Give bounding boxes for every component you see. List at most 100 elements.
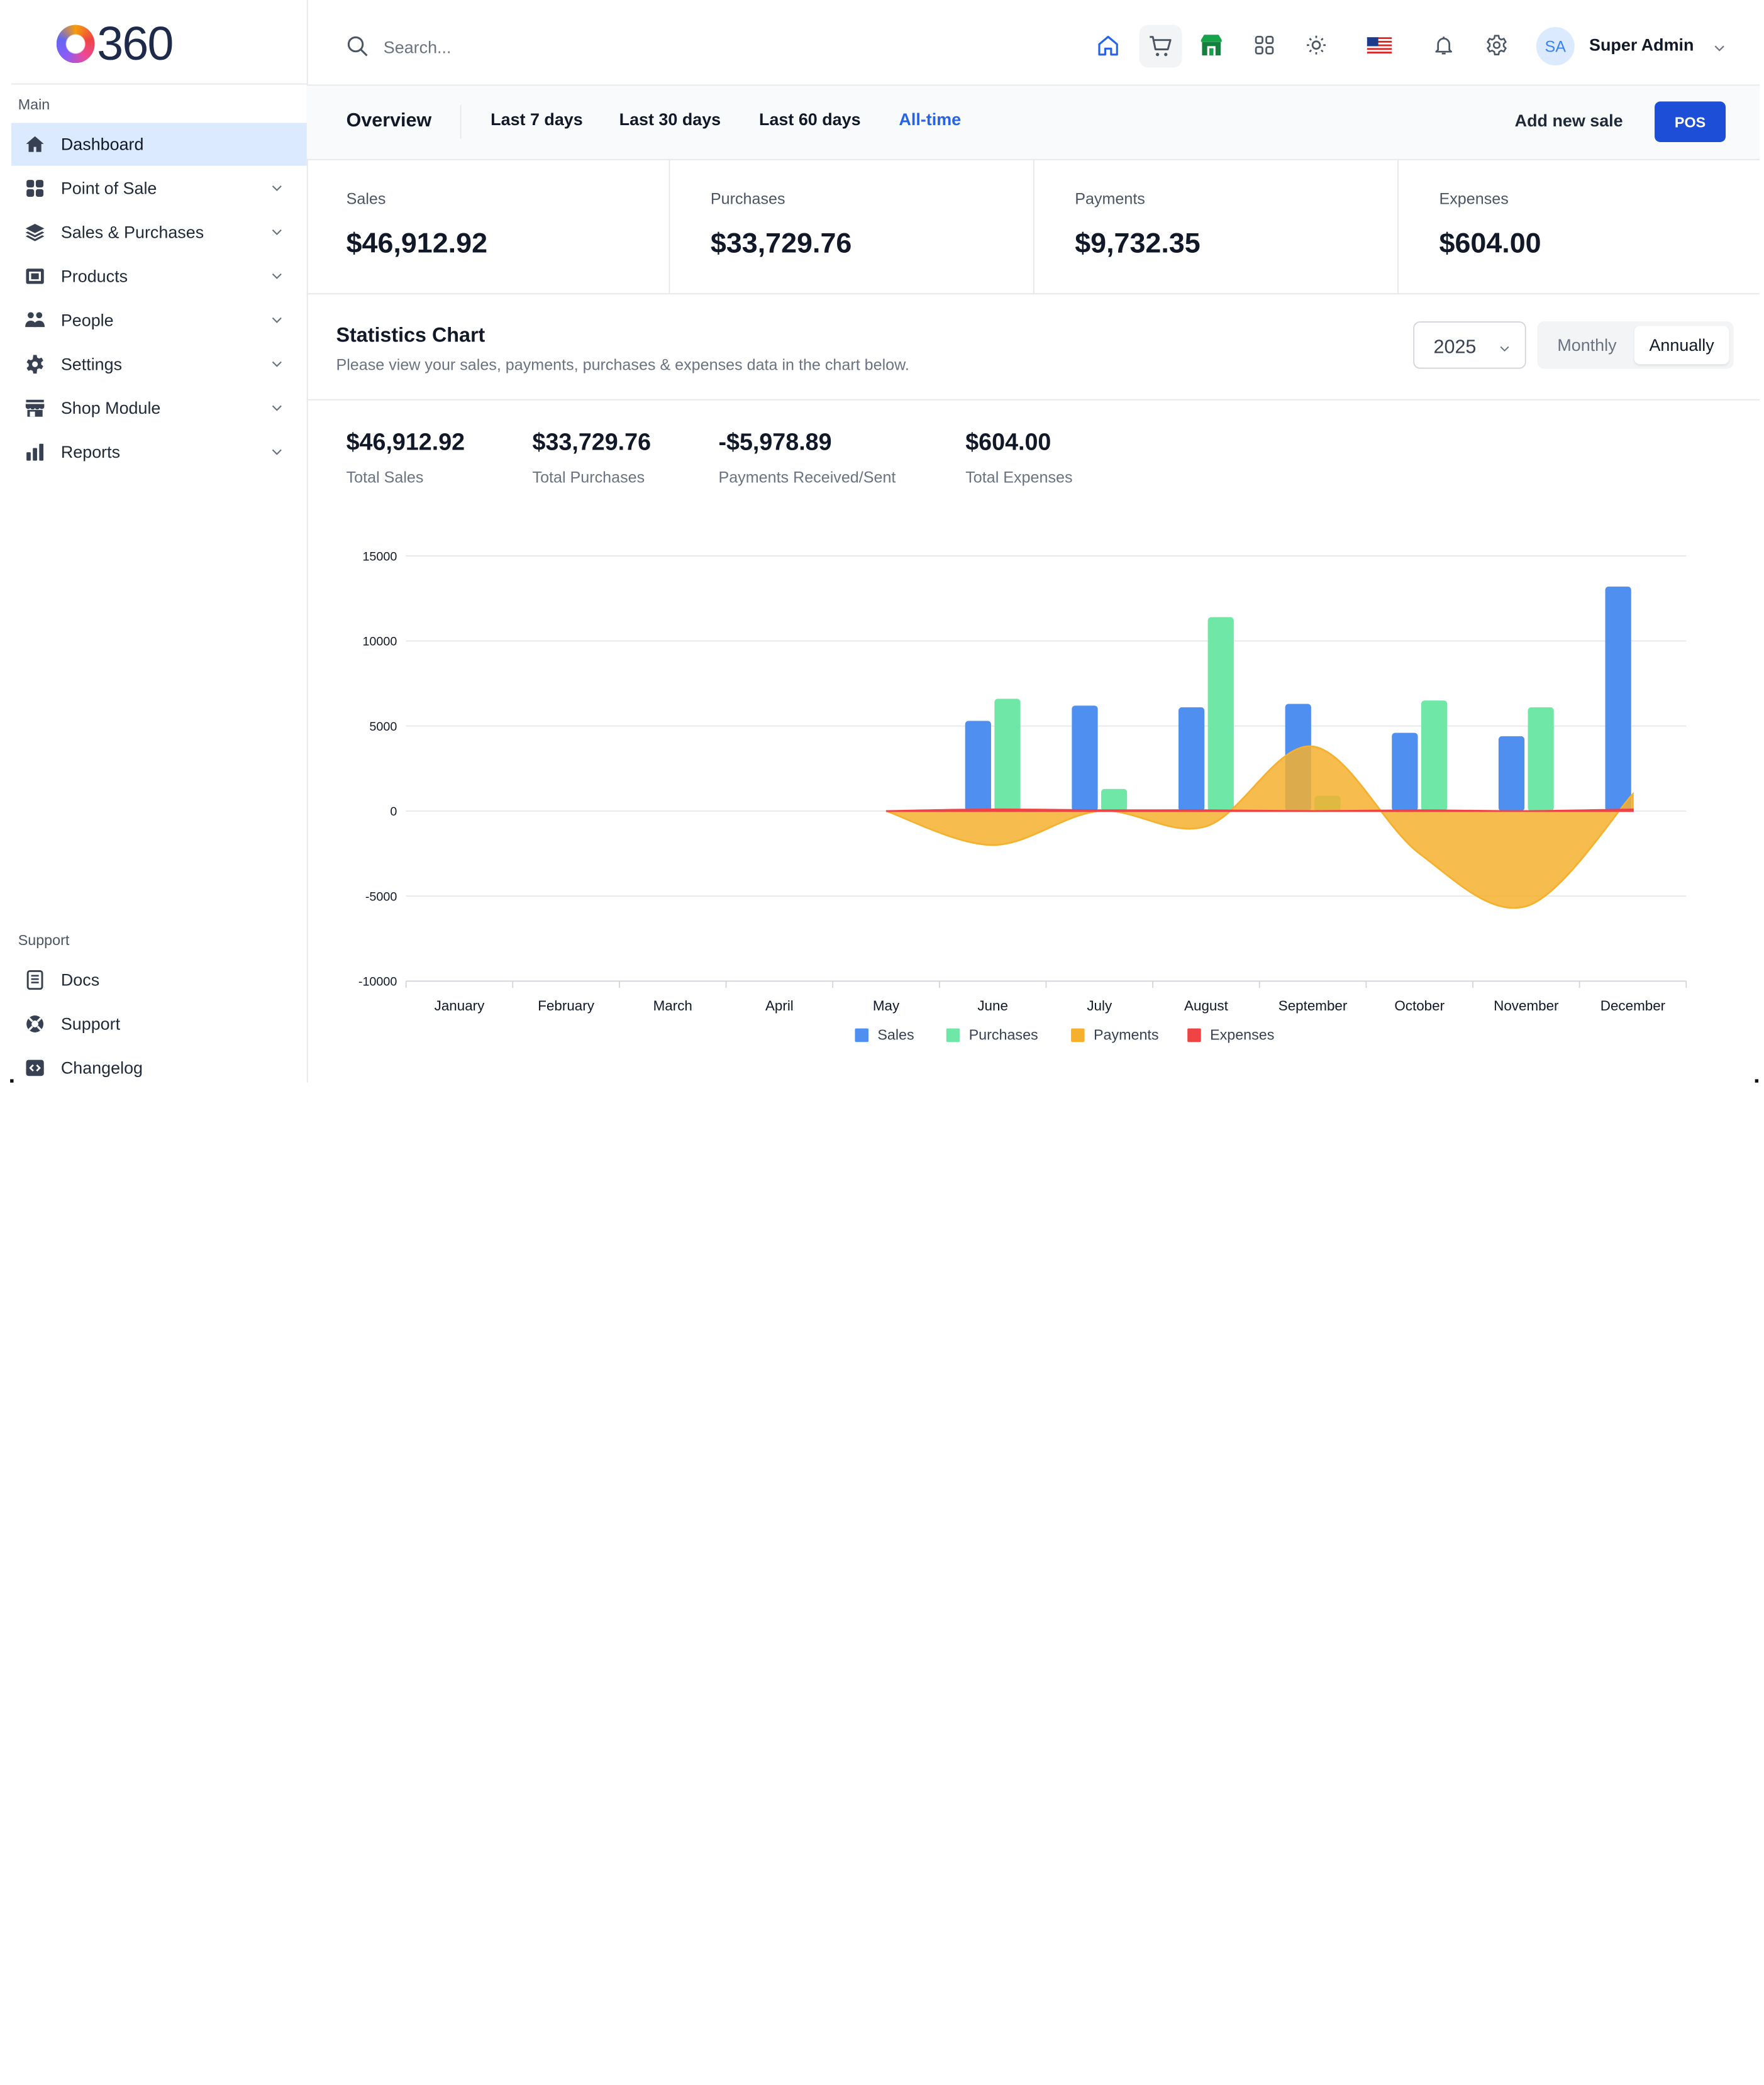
y-tick-label: -10000 (358, 975, 397, 989)
home-icon[interactable] (1094, 31, 1121, 58)
main-nav: Dashboard Point of Sale Sales & Purchase… (11, 123, 307, 475)
stat-card-expenses: Expenses $604.00 (1400, 160, 1763, 294)
add-new-sale-link[interactable]: Add new sale (1514, 111, 1623, 131)
lifebuoy-icon (25, 1014, 45, 1034)
users-icon (25, 310, 45, 330)
x-tick-label: August (1184, 998, 1229, 1014)
cart-button[interactable] (1139, 25, 1182, 68)
legend-swatch (1071, 1028, 1085, 1042)
legend-label: Payments (1094, 1027, 1159, 1043)
sidebar-item-settings[interactable]: Settings (11, 343, 307, 385)
x-tick-label: November (1494, 998, 1559, 1014)
corner-mark (10, 1079, 14, 1083)
pos-button[interactable]: POS (1655, 101, 1726, 142)
tab-last-30-days[interactable]: Last 30 days (619, 110, 721, 130)
x-tick-label: March (653, 998, 692, 1014)
top-header: SA Super Admin (306, 0, 1760, 86)
purchases-bar (1421, 700, 1448, 811)
sidebar-item-shop-module[interactable]: Shop Module (11, 387, 307, 429)
stat-card-value: $604.00 (1439, 228, 1541, 260)
stat-cards: Sales $46,912.92 Purchases $33,729.76 Pa… (306, 160, 1763, 295)
chevron-down-icon (1500, 346, 1509, 352)
sidebar-item-point-of-sale[interactable]: Point of Sale (11, 167, 307, 209)
sidebar-item-reports[interactable]: Reports (11, 431, 307, 473)
code-icon (25, 1058, 45, 1078)
gear-icon[interactable] (1483, 31, 1510, 58)
corner-mark (1755, 1079, 1759, 1083)
stat-card-payments: Payments $9,732.35 (1035, 160, 1399, 294)
toggle-monthly[interactable]: Monthly (1557, 335, 1617, 355)
statistics-header: Statistics Chart Please view your sales,… (306, 294, 1760, 401)
stat-card-label: Payments (1075, 189, 1145, 208)
sales-bar (1178, 707, 1205, 811)
legend-label: Purchases (969, 1027, 1038, 1043)
sidebar-item-people[interactable]: People (11, 299, 307, 341)
sidebar-item-label: Reports (60, 442, 121, 462)
total-label: Total Expenses (965, 468, 1073, 486)
purchases-bar (1528, 707, 1554, 811)
legend-swatch (946, 1028, 960, 1042)
gear-icon (25, 354, 45, 374)
sidebar-item-docs[interactable]: Docs (11, 958, 307, 1001)
avatar[interactable]: SA (1536, 27, 1575, 66)
stat-card-sales: Sales $46,912.92 (307, 160, 670, 294)
chevron-down-icon (272, 317, 282, 323)
statistics-subtitle: Please view your sales, payments, purcha… (336, 355, 909, 373)
logo-text: 360 (97, 16, 174, 70)
section-label-support: Support (18, 931, 70, 949)
total-payments: -$5,978.89 Payments Received/Sent (718, 429, 896, 486)
chevron-down-icon (272, 449, 282, 455)
tab-divider (460, 104, 462, 139)
sidebar-item-label: People (60, 311, 114, 330)
stat-card-value: $33,729.76 (710, 228, 852, 260)
tab-last-60-days[interactable]: Last 60 days (759, 110, 861, 130)
stat-card-label: Expenses (1439, 189, 1509, 208)
us-flag-icon[interactable] (1366, 31, 1393, 58)
y-tick-label: 15000 (362, 550, 397, 563)
sales-bar (965, 721, 991, 811)
x-tick-label: October (1394, 998, 1445, 1014)
statistics-title: Statistics Chart (336, 323, 485, 346)
sidebar-item-changelog[interactable]: Changelog (11, 1046, 307, 1089)
x-tick-label: January (435, 998, 485, 1014)
y-tick-label: 5000 (369, 720, 397, 734)
chevron-down-icon (272, 405, 282, 411)
stat-card-label: Sales (346, 189, 386, 208)
sidebar-item-label: Dashboard (60, 135, 144, 154)
tab-all-time[interactable]: All-time (899, 110, 962, 130)
x-tick-label: June (977, 998, 1008, 1014)
legend-label: Sales (877, 1027, 914, 1043)
sidebar-item-sales-purchases[interactable]: Sales & Purchases (11, 211, 307, 253)
sidebar-item-support[interactable]: Support (11, 1002, 307, 1045)
sidebar-item-label: Changelog (60, 1058, 143, 1078)
sales-bar (1498, 736, 1525, 811)
total-value: $604.00 (965, 429, 1051, 456)
x-tick-label: May (873, 998, 900, 1014)
y-tick-label: 0 (390, 805, 397, 819)
apps-icon[interactable] (1251, 31, 1278, 58)
tab-last-7-days[interactable]: Last 7 days (491, 110, 583, 130)
brand-logo[interactable]: 360 (56, 16, 174, 72)
search-input[interactable] (381, 31, 724, 64)
chevron-down-icon[interactable] (1712, 41, 1727, 55)
toggle-annually[interactable]: Annually (1634, 326, 1729, 365)
bell-icon[interactable] (1430, 31, 1457, 58)
section-label-main: Main (18, 96, 50, 113)
sidebar-item-products[interactable]: Products (11, 255, 307, 297)
total-label: Total Sales (346, 468, 424, 486)
store-icon (25, 398, 45, 418)
year-select[interactable]: 2025 (1413, 321, 1526, 369)
sidebar-item-label: Settings (60, 355, 123, 374)
user-name[interactable]: Super Admin (1589, 36, 1694, 55)
grid-icon (25, 178, 45, 198)
sun-icon[interactable] (1302, 31, 1329, 58)
shop-icon[interactable] (1198, 31, 1225, 58)
tab-overview[interactable]: Overview (346, 109, 432, 131)
year-select-value: 2025 (1433, 336, 1477, 358)
statistics-totals: $46,912.92 Total Sales $33,729.76 Total … (307, 401, 1760, 513)
sidebar-item-dashboard[interactable]: Dashboard (11, 123, 307, 166)
legend-swatch (855, 1028, 868, 1042)
x-tick-label: September (1279, 998, 1348, 1014)
bar-chart-icon (25, 442, 45, 462)
total-value: -$5,978.89 (718, 429, 832, 456)
